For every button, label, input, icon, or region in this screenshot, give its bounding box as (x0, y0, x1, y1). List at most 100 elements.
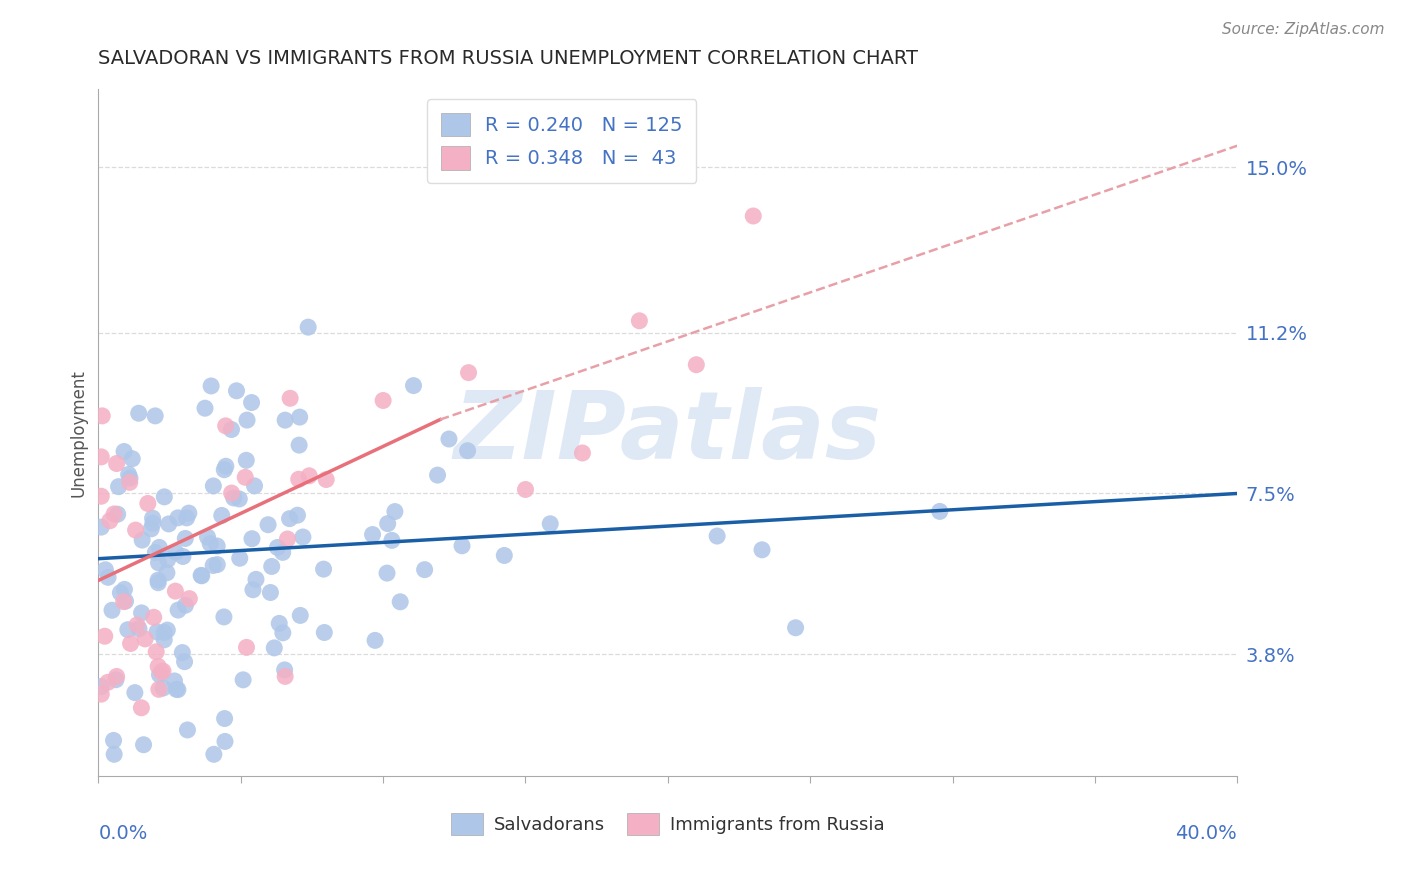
Point (235, 640, 257, 655)
Point (131, 606, 153, 620)
Point (103, 733, 125, 747)
Point (538, 516, 561, 531)
Point (361, 527, 384, 541)
Point (112, 444, 135, 458)
Point (202, 558, 225, 573)
Point (205, 539, 228, 553)
Point (245, 573, 267, 587)
Point (287, 472, 309, 486)
Point (156, 552, 179, 566)
Point (212, 610, 235, 624)
Point (260, 559, 283, 574)
Point (104, 673, 127, 687)
Point (103, 507, 125, 521)
Point (97, 570, 120, 584)
Point (314, 625, 336, 640)
Point (273, 663, 295, 677)
Point (451, 539, 474, 553)
Point (165, 682, 187, 697)
Point (288, 410, 311, 425)
Point (107, 480, 129, 494)
Point (290, 608, 312, 623)
Point (94, 563, 117, 577)
Point (259, 585, 281, 599)
Point (90, 489, 112, 503)
Point (263, 640, 285, 655)
Point (167, 682, 190, 697)
Point (297, 320, 319, 334)
Point (146, 624, 169, 639)
Point (257, 517, 280, 532)
Point (228, 491, 250, 506)
Point (152, 681, 174, 695)
Point (90, 680, 112, 694)
Point (128, 622, 150, 636)
Point (176, 723, 198, 737)
Point (271, 625, 294, 640)
Point (101, 603, 124, 617)
Point (167, 511, 190, 525)
Point (232, 673, 254, 687)
Point (150, 665, 173, 679)
Point (222, 491, 245, 505)
Point (131, 700, 153, 714)
Point (240, 395, 263, 409)
Point (172, 646, 194, 660)
Point (413, 563, 436, 577)
Point (107, 507, 129, 521)
Text: 40.0%: 40.0% (1175, 824, 1237, 843)
Point (276, 532, 298, 546)
Point (173, 655, 195, 669)
Point (172, 549, 194, 564)
Point (685, 358, 707, 372)
Point (214, 712, 236, 726)
Point (117, 467, 139, 482)
Point (706, 529, 728, 543)
Point (145, 645, 167, 659)
Point (146, 573, 169, 587)
Text: ZIPatlas: ZIPatlas (454, 386, 882, 479)
Point (381, 533, 404, 548)
Point (141, 522, 163, 536)
Point (225, 384, 247, 398)
Point (269, 616, 291, 631)
Point (389, 595, 412, 609)
Point (402, 378, 425, 392)
Point (214, 734, 236, 748)
Point (377, 516, 399, 531)
Y-axis label: Unemployment: Unemployment (69, 368, 87, 497)
Point (515, 483, 537, 497)
Point (190, 569, 212, 583)
Point (384, 504, 406, 518)
Point (190, 568, 212, 582)
Point (287, 508, 309, 523)
Point (128, 406, 150, 420)
Point (271, 545, 294, 559)
Point (136, 496, 159, 510)
Point (118, 471, 141, 485)
Point (153, 632, 176, 647)
Point (364, 633, 387, 648)
Point (928, 504, 950, 518)
Point (207, 558, 229, 572)
Point (202, 479, 225, 493)
Point (167, 603, 190, 617)
Point (312, 562, 335, 576)
Point (163, 673, 186, 688)
Point (457, 366, 479, 380)
Point (142, 610, 165, 624)
Point (194, 401, 217, 416)
Point (120, 636, 142, 650)
Point (132, 738, 155, 752)
Point (142, 511, 165, 525)
Point (233, 470, 256, 484)
Point (152, 664, 174, 678)
Point (148, 556, 170, 570)
Point (278, 391, 301, 405)
Point (221, 423, 243, 437)
Point (142, 516, 165, 531)
Legend: Salvadorans, Immigrants from Russia: Salvadorans, Immigrants from Russia (443, 806, 893, 843)
Point (751, 542, 773, 557)
Point (243, 479, 266, 493)
Point (125, 618, 148, 632)
